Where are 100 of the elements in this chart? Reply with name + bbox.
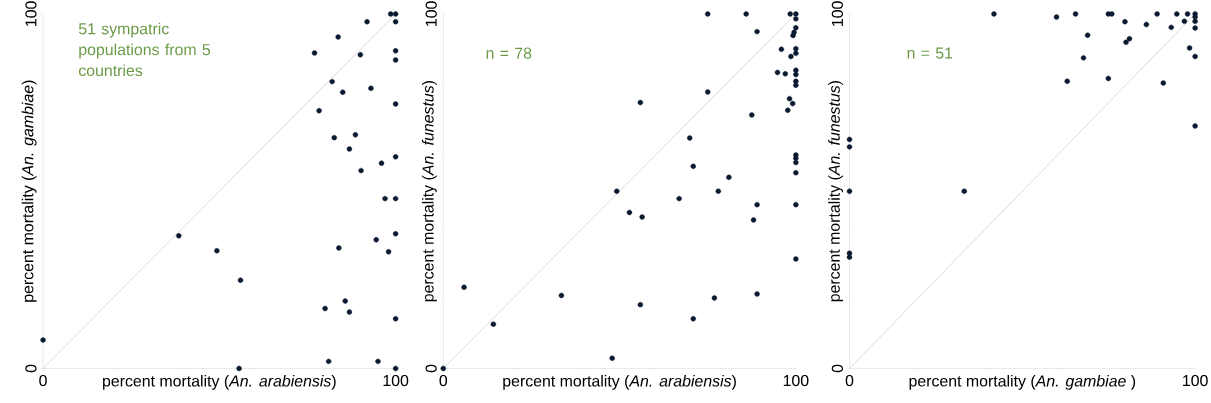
x-axis-title: percent mortality (An. arabiensis)	[103, 374, 336, 390]
point	[788, 53, 794, 60]
point	[329, 78, 335, 85]
annotation: 51 sympatric populations from 5 countries	[78, 22, 211, 76]
point	[368, 85, 374, 91]
point	[846, 136, 853, 142]
point	[637, 99, 644, 106]
point	[1105, 75, 1112, 81]
point	[754, 291, 760, 297]
point	[750, 217, 757, 223]
point	[364, 18, 370, 25]
point	[1154, 11, 1160, 17]
point	[1186, 45, 1193, 51]
point	[778, 46, 785, 52]
point	[392, 18, 399, 25]
point	[793, 45, 799, 52]
point	[687, 135, 693, 141]
point	[637, 301, 644, 308]
point	[790, 100, 796, 107]
point	[676, 195, 682, 202]
x-tick-label: 100	[1183, 374, 1208, 387]
point	[793, 16, 799, 22]
point	[392, 316, 399, 322]
point	[726, 174, 732, 180]
point	[690, 316, 696, 322]
point	[346, 309, 353, 315]
x-tick-label: 0	[39, 374, 47, 387]
point	[846, 144, 853, 150]
point	[614, 188, 620, 194]
point	[352, 132, 359, 138]
point	[1123, 39, 1129, 45]
x-tick-label: 100	[783, 374, 809, 387]
point	[782, 71, 788, 77]
point	[787, 11, 793, 17]
point	[793, 71, 799, 78]
point	[237, 277, 244, 283]
point	[786, 95, 793, 102]
point	[461, 284, 467, 290]
point	[705, 89, 711, 95]
point	[1181, 18, 1188, 24]
point	[392, 153, 399, 160]
point	[385, 249, 392, 255]
point	[961, 188, 967, 194]
x-axis-title: percent mortality (An. gambiae )	[909, 374, 1136, 390]
point	[382, 195, 388, 202]
point	[322, 305, 328, 312]
point	[609, 355, 615, 361]
point	[690, 163, 696, 169]
x-tick-label: 100	[383, 374, 409, 387]
x-tick-label: 0	[845, 374, 854, 387]
point	[1126, 35, 1133, 42]
point	[785, 107, 791, 113]
point	[1072, 11, 1079, 17]
point	[358, 167, 364, 174]
x-tick-label: 0	[439, 374, 448, 387]
point	[991, 11, 997, 17]
point	[316, 107, 322, 114]
point	[793, 201, 799, 208]
point	[639, 214, 645, 220]
point	[793, 67, 799, 73]
point	[793, 50, 799, 56]
point	[373, 236, 379, 243]
point	[846, 188, 853, 194]
point	[1184, 11, 1191, 17]
point	[1143, 21, 1150, 28]
point	[1122, 18, 1128, 25]
point	[791, 29, 797, 35]
point	[754, 28, 760, 35]
point	[1084, 32, 1091, 38]
point	[378, 160, 385, 166]
point	[236, 365, 242, 372]
point	[392, 11, 399, 17]
point	[346, 146, 353, 152]
point	[392, 101, 399, 107]
point	[793, 169, 799, 176]
point	[711, 295, 718, 301]
point	[440, 365, 446, 372]
point	[392, 365, 399, 372]
point	[392, 57, 399, 63]
point	[357, 51, 364, 58]
x-axis-title: percent mortality (An. arabiensis)	[503, 374, 736, 390]
point	[1160, 80, 1167, 86]
point	[490, 321, 497, 327]
point	[793, 82, 799, 88]
point	[375, 358, 381, 364]
point	[1192, 123, 1198, 129]
point	[1168, 24, 1174, 30]
point	[558, 292, 565, 298]
point	[715, 188, 721, 194]
point	[705, 11, 711, 17]
point	[749, 112, 755, 118]
point	[1053, 14, 1060, 20]
point	[311, 50, 318, 56]
point	[793, 24, 799, 31]
point	[392, 47, 399, 54]
point	[1064, 78, 1070, 84]
point	[793, 256, 799, 262]
point	[340, 89, 346, 95]
point	[336, 245, 342, 251]
point	[335, 34, 341, 40]
